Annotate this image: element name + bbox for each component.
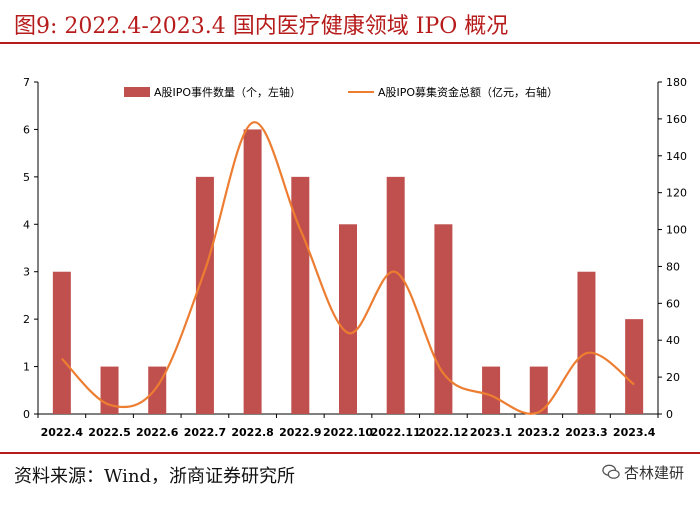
y-right-tick-label: 180 [666,76,687,89]
x-tick-label: 2023.3 [565,426,607,439]
y-left-tick-label: 5 [23,171,30,184]
figure-title: 图9: 2022.4-2023.4 国内医疗健康领域 IPO 概况 [14,14,509,39]
y-left-tick-label: 1 [23,361,30,374]
watermark: 杏林建研 [602,462,684,483]
bar [386,176,405,414]
x-tick-label: 2022.9 [279,426,321,439]
line-path [61,121,635,415]
y-left-tick-label: 4 [23,218,30,231]
x-tick-label: 2022.10 [323,426,373,439]
y-left-tick-label: 6 [23,123,30,136]
y-right-tick-label: 20 [666,371,680,384]
bar [339,224,357,414]
legend-line-label: A股IPO募集资金总额（亿元，右轴） [378,85,558,99]
y-right-tick-label: 100 [666,224,687,237]
x-tick-label: 2023.1 [470,426,512,439]
x-tick-label: 2023.4 [613,426,656,439]
legend-bar-swatch [124,87,150,97]
bar [243,129,262,414]
x-tick-label: 2023.2 [518,426,560,439]
bar [625,319,644,414]
y-right-tick-label: 140 [666,150,687,163]
y-left-tick-label: 2 [23,313,30,326]
chart-legend: A股IPO事件数量（个，左轴） A股IPO募集资金总额（亿元，右轴） [124,85,558,99]
y-left-tick-label: 7 [23,76,30,89]
y-right-tick-label: 160 [666,113,687,126]
bar [529,366,548,414]
bar [482,366,501,414]
x-tick-label: 2022.4 [41,426,84,439]
y-left-tick-label: 0 [23,408,30,421]
y-right-tick-label: 60 [666,297,680,310]
y-right-tick-label: 120 [666,187,687,200]
x-tick-label: 2022.11 [371,426,421,439]
x-tick-label: 2022.6 [136,426,179,439]
ipo-chart: 0 1 2 3 4 5 6 7 0 20 40 60 80 100 120 140 160 180 2022.4 20… [23,76,687,439]
x-tick-label: 2022.5 [88,426,130,439]
y-right-tick-label: 80 [666,260,680,273]
y-right-tick-label: 40 [666,334,680,347]
bar [577,271,596,414]
x-tick-label: 2022.8 [231,426,273,439]
footer-rule [0,452,700,454]
bar [52,271,71,414]
bar [291,176,310,414]
bar [434,224,453,414]
x-tick-label: 2022.12 [418,426,468,439]
header-rule [0,42,700,44]
figure-footer: 资料来源：Wind，浙商证券研究所 杏林建研 [0,452,700,510]
chart-axes: 0 1 2 3 4 5 6 7 0 20 40 60 80 100 120 140 160 180 2022.4 20… [23,76,687,439]
source-note: 资料来源：Wind，浙商证券研究所 [14,466,296,487]
wechat-icon [602,464,620,479]
legend-bar-label: A股IPO事件数量（个，左轴） [154,85,301,99]
line-series [61,121,635,415]
bar [195,176,214,414]
y-right-tick-label: 0 [666,408,673,421]
figure-header: 图9: 2022.4-2023.4 国内医疗健康领域 IPO 概况 [0,0,700,44]
x-tick-label: 2022.7 [184,426,226,439]
bar [148,366,167,414]
watermark-text: 杏林建研 [623,464,684,482]
bar-series [52,129,644,414]
y-left-tick-label: 3 [23,266,30,279]
